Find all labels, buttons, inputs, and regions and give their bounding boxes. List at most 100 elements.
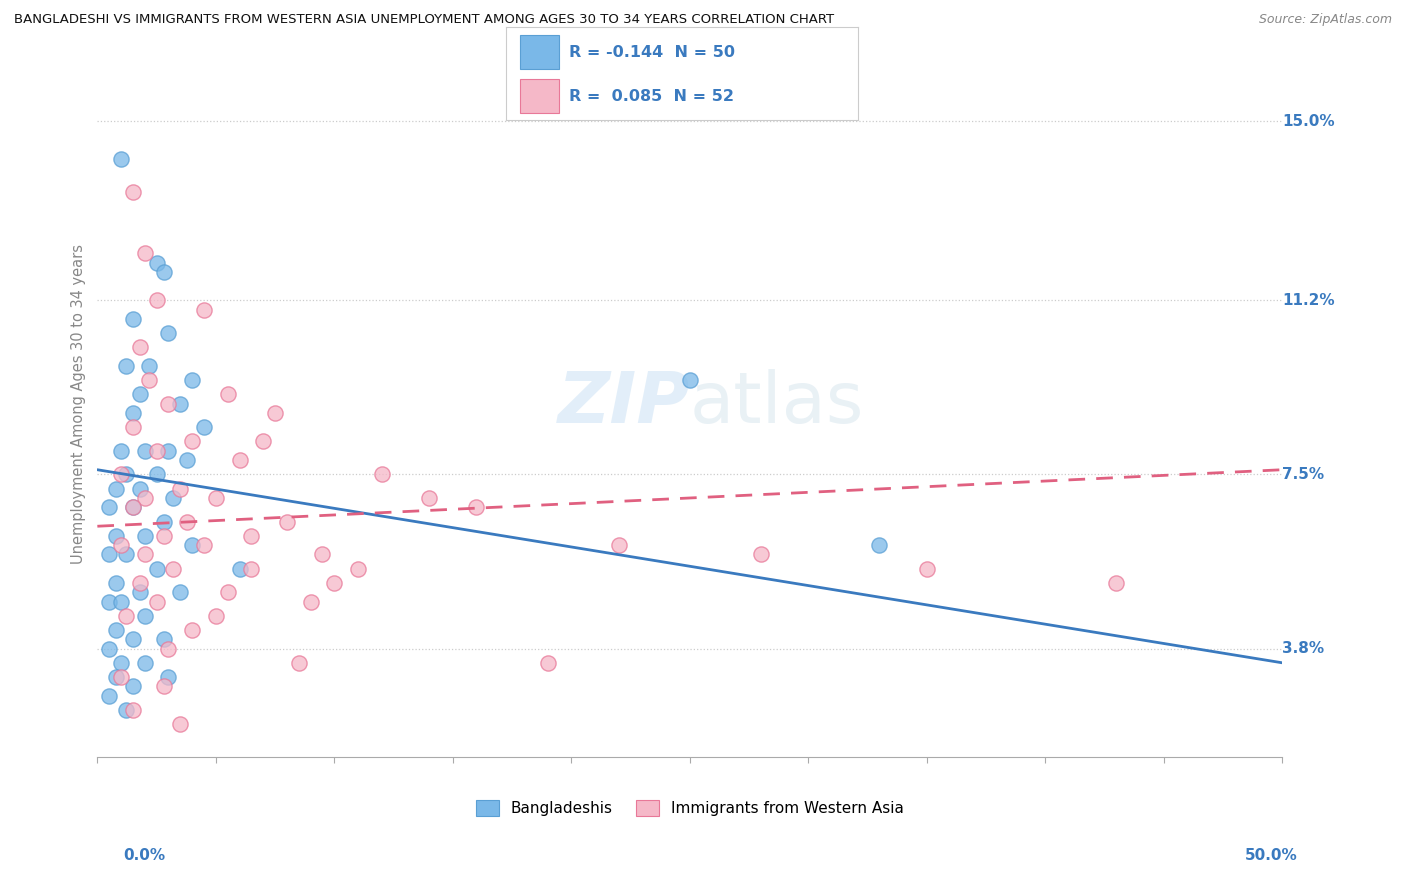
Point: [105, 529, 128, 543]
Point: [134, 529, 156, 543]
Point: [145, 443, 167, 458]
Point: [868, 538, 890, 552]
Point: [145, 293, 167, 308]
Point: [749, 548, 772, 562]
Point: [129, 340, 152, 354]
Point: [129, 482, 152, 496]
Point: [152, 632, 174, 647]
Point: [418, 491, 440, 505]
Point: [193, 302, 215, 317]
Point: [134, 443, 156, 458]
Point: [114, 608, 136, 623]
Text: 15.0%: 15.0%: [1282, 114, 1334, 128]
Point: [114, 467, 136, 482]
Point: [176, 453, 198, 467]
Point: [122, 420, 145, 434]
Point: [157, 326, 180, 341]
Point: [134, 656, 156, 670]
Point: [228, 453, 250, 467]
Point: [114, 548, 136, 562]
Point: [122, 406, 145, 420]
Point: [98, 500, 121, 515]
Point: [134, 246, 156, 260]
Point: [193, 420, 215, 434]
Point: [299, 594, 322, 608]
Point: [240, 529, 263, 543]
Point: [105, 482, 128, 496]
Point: [193, 538, 215, 552]
Point: [205, 608, 228, 623]
Point: [169, 397, 191, 411]
Point: [152, 529, 174, 543]
Point: [370, 467, 392, 482]
Point: [134, 608, 156, 623]
Point: [217, 585, 239, 599]
Point: [536, 656, 558, 670]
Point: [162, 491, 184, 505]
Point: [276, 515, 298, 529]
Text: Source: ZipAtlas.com: Source: ZipAtlas.com: [1258, 13, 1392, 27]
Point: [157, 397, 180, 411]
Point: [98, 641, 121, 656]
Point: [105, 575, 128, 590]
Point: [1105, 575, 1128, 590]
Point: [152, 515, 174, 529]
Point: [129, 575, 152, 590]
Point: [114, 703, 136, 717]
Point: [169, 717, 191, 731]
Point: [162, 561, 184, 575]
Point: [228, 561, 250, 575]
Text: 0.0%: 0.0%: [124, 848, 166, 863]
Point: [181, 623, 204, 637]
Point: [110, 656, 132, 670]
Point: [264, 406, 287, 420]
Point: [110, 538, 132, 552]
Text: 50.0%: 50.0%: [1244, 848, 1298, 863]
Point: [134, 491, 156, 505]
Point: [240, 561, 263, 575]
Point: [152, 265, 174, 279]
Point: [287, 656, 309, 670]
Point: [152, 679, 174, 693]
Y-axis label: Unemployment Among Ages 30 to 34 years: Unemployment Among Ages 30 to 34 years: [72, 244, 86, 564]
Point: [138, 373, 160, 387]
Point: [323, 575, 346, 590]
Point: [134, 548, 156, 562]
Point: [145, 561, 167, 575]
Point: [169, 585, 191, 599]
Point: [114, 359, 136, 373]
Point: [181, 373, 204, 387]
Point: [122, 500, 145, 515]
Text: R =  0.085  N = 52: R = 0.085 N = 52: [569, 88, 734, 103]
Point: [205, 491, 228, 505]
Point: [181, 538, 204, 552]
Point: [110, 670, 132, 684]
Text: 7.5%: 7.5%: [1282, 467, 1324, 482]
Point: [110, 152, 132, 166]
Point: [607, 538, 630, 552]
Point: [145, 467, 167, 482]
Text: R = -0.144  N = 50: R = -0.144 N = 50: [569, 45, 735, 60]
Point: [145, 594, 167, 608]
Text: ZIP: ZIP: [558, 369, 690, 438]
Point: [105, 670, 128, 684]
Point: [157, 443, 180, 458]
Point: [181, 434, 204, 449]
Point: [252, 434, 274, 449]
Point: [122, 500, 145, 515]
Point: [217, 387, 239, 401]
Point: [122, 632, 145, 647]
Text: 3.8%: 3.8%: [1282, 641, 1324, 657]
Point: [110, 443, 132, 458]
Point: [157, 670, 180, 684]
Text: BANGLADESHI VS IMMIGRANTS FROM WESTERN ASIA UNEMPLOYMENT AMONG AGES 30 TO 34 YEA: BANGLADESHI VS IMMIGRANTS FROM WESTERN A…: [14, 13, 834, 27]
Point: [465, 500, 488, 515]
Point: [122, 185, 145, 199]
Point: [129, 585, 152, 599]
Point: [122, 679, 145, 693]
Point: [105, 623, 128, 637]
Point: [98, 689, 121, 703]
Point: [98, 594, 121, 608]
Point: [138, 359, 160, 373]
Point: [122, 703, 145, 717]
